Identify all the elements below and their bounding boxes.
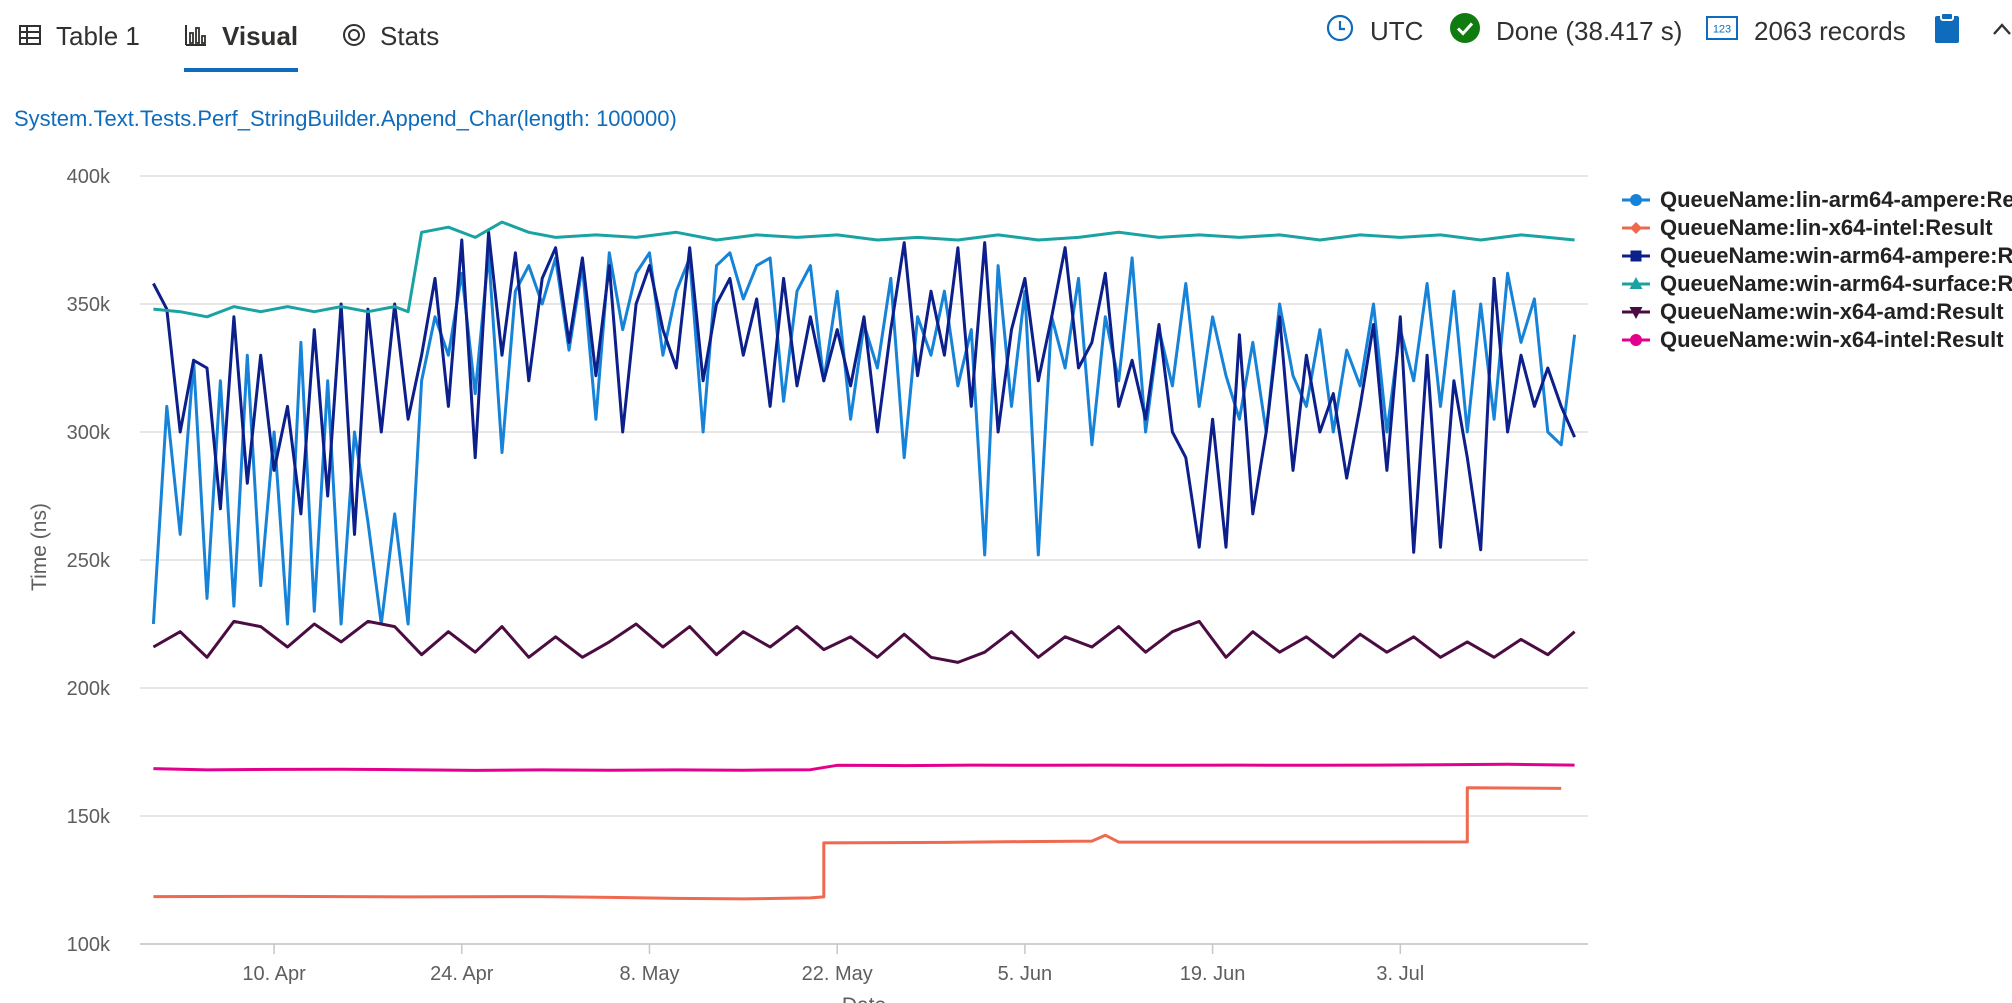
legend-item[interactable]: QueueName:lin-arm64-ampere:Result [1622, 186, 2012, 214]
legend-label: QueueName:win-x64-intel:Result [1660, 327, 2004, 352]
x-tick-label: 24. Apr [430, 963, 494, 985]
legend-marker-icon [1622, 194, 1650, 206]
series-line-3[interactable] [152, 230, 1576, 554]
series-line-6[interactable] [153, 762, 1575, 772]
y-tick-label: 200k [67, 678, 111, 700]
legend-label: QueueName:lin-arm64-ampere:Result [1660, 187, 2012, 212]
clock-icon [1326, 14, 1354, 49]
legend-label: QueueName:win-arm64-ampere:Result [1660, 243, 2012, 268]
tab-label: Visual [222, 20, 299, 51]
x-tick-label: 8. May [619, 963, 679, 985]
series-line-2[interactable] [153, 786, 1562, 901]
svg-text:123: 123 [1713, 23, 1731, 35]
records-label: 2063 records [1754, 15, 1906, 46]
chart-title: System.Text.Tests.Perf_StringBuilder.App… [14, 106, 677, 131]
query-done-label: Done (38.417 s) [1496, 15, 1683, 46]
legend-item[interactable]: QueueName:win-arm64-surface:Result [1622, 270, 2012, 298]
stats-icon [342, 23, 368, 49]
x-axis-ticks: 10. Apr 24. Apr 8. May 22. May 5. Jun 19. Jun… [140, 943, 1588, 985]
y-tick-label: 150k [67, 806, 111, 828]
legend-marker-icon [1622, 307, 1650, 319]
chart-legend: QueueName:lin-arm64-ampere:Result QueueNa… [1622, 186, 2012, 354]
x-tick-label: 10. Apr [242, 963, 306, 985]
line-chart: 100k 150k 200k 250k 300k 350k 400k 10. Apr 24. … [28, 166, 1588, 1003]
legend-label: QueueName:win-arm64-surface:Result [1660, 271, 2012, 296]
legend-item[interactable]: QueueName:win-arm64-ampere:Result [1622, 242, 2012, 270]
legend-label: QueueName:lin-x64-intel:Result [1660, 215, 1993, 240]
x-tick-label: 5. Jun [998, 963, 1052, 985]
query-status: Done (38.417 s) [1450, 0, 1682, 62]
timezone-label: UTC [1370, 15, 1424, 46]
y-tick-label: 400k [67, 166, 111, 188]
x-tick-label: 22. May [802, 963, 873, 985]
y-tick-label: 100k [67, 934, 111, 956]
x-tick-label: 19. Jun [1180, 963, 1246, 985]
success-check-icon [1450, 12, 1480, 50]
legend-marker-icon [1622, 277, 1650, 289]
record-count: 123 2063 records [1706, 0, 1906, 62]
y-axis-label: Time (ns) [28, 503, 51, 591]
collapse-button[interactable] [1992, 0, 2012, 62]
legend-label: QueueName:win-x64-amd:Result [1660, 299, 2004, 324]
gridlines [140, 175, 1588, 945]
legend-item[interactable]: QueueName:win-x64-intel:Result [1622, 326, 2012, 354]
y-axis-ticks: 100k 150k 200k 250k 300k 350k 400k [67, 166, 111, 956]
legend-marker-icon [1622, 250, 1650, 262]
tab-table-1[interactable]: Table 1 [18, 0, 140, 72]
y-tick-label: 250k [67, 550, 111, 572]
series-line-4[interactable] [153, 220, 1575, 319]
legend-item[interactable]: QueueName:win-x64-amd:Result [1622, 298, 2012, 326]
copy-button[interactable] [1934, 0, 1976, 62]
y-tick-label: 350k [67, 294, 111, 316]
x-tick-label: 3. Jul [1376, 963, 1424, 985]
clipboard-icon [1934, 11, 1960, 51]
timezone-indicator[interactable]: UTC [1326, 0, 1423, 62]
number-123-icon: 123 [1706, 15, 1738, 47]
legend-item[interactable]: QueueName:lin-x64-intel:Result [1622, 214, 2012, 242]
series-lines [151, 220, 1577, 901]
tab-stats[interactable]: Stats [342, 0, 439, 72]
series-line-5[interactable] [152, 619, 1576, 664]
tab-label: Table 1 [56, 20, 140, 51]
table-icon [18, 23, 44, 49]
chart-icon [184, 23, 210, 49]
tab-visual[interactable]: Visual [184, 0, 299, 72]
legend-marker-icon [1622, 222, 1650, 234]
tab-label: Stats [380, 20, 440, 51]
legend-marker-icon [1622, 334, 1650, 346]
chevron-up-icon [1992, 16, 2012, 47]
results-toolbar: Table 1 Visual Stats UTC Done (38.417 s)… [0, 0, 2012, 72]
x-axis-label: Date [842, 994, 886, 1003]
y-tick-label: 300k [67, 422, 111, 444]
